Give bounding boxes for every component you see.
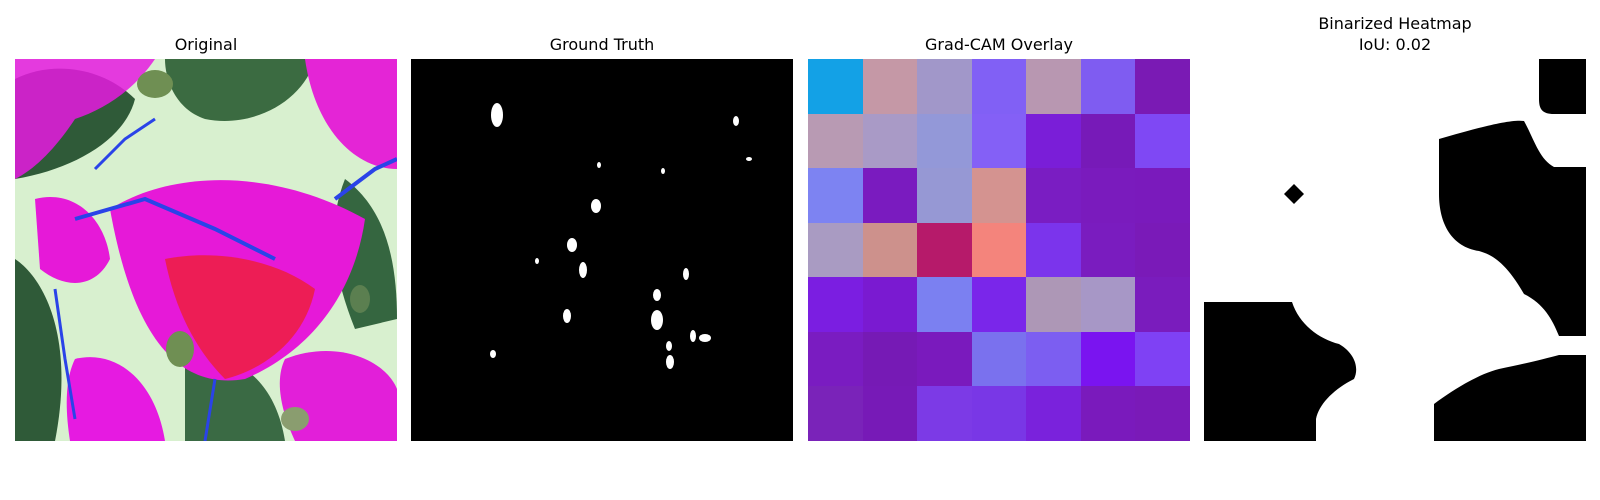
gradcam-cell bbox=[1135, 331, 1190, 387]
gradcam-cell bbox=[1026, 331, 1081, 387]
gradcam-cell bbox=[1026, 222, 1081, 278]
original-image bbox=[15, 59, 397, 441]
original-title: Original bbox=[174, 35, 238, 54]
gradcam-cell bbox=[862, 331, 918, 387]
gradcam-cell bbox=[1026, 386, 1081, 441]
gradcam-cell bbox=[808, 168, 863, 223]
gradcam-cell bbox=[862, 277, 918, 332]
gradcam-cell bbox=[1080, 59, 1136, 114]
gradcam-cell bbox=[808, 113, 863, 169]
binarized-title: Binarized Heatmap bbox=[1318, 14, 1472, 33]
gradcam-cell bbox=[917, 222, 972, 278]
gradcam-cell bbox=[862, 168, 918, 223]
gradcam-cell bbox=[917, 113, 972, 169]
gradcam-cell bbox=[917, 386, 972, 441]
gradcam-cell bbox=[1135, 59, 1190, 114]
gradcam-cell bbox=[917, 59, 972, 114]
gradcam-cell bbox=[917, 277, 972, 332]
gradcam-cell bbox=[1135, 277, 1190, 332]
gradcam-cell bbox=[917, 168, 972, 223]
gradcam-cell bbox=[862, 386, 918, 441]
gradcam-cell bbox=[971, 168, 1027, 223]
gradcam-cell bbox=[1026, 277, 1081, 332]
ground-truth-mask bbox=[411, 59, 793, 441]
gradcam-cell bbox=[1135, 222, 1190, 278]
gradcam-cell bbox=[862, 113, 918, 169]
gradcam-cell bbox=[1080, 113, 1136, 169]
gradcam-cell bbox=[971, 59, 1027, 114]
gradcam-cell bbox=[808, 386, 863, 441]
gradcam-cell bbox=[808, 277, 863, 332]
gradcam-cell bbox=[917, 331, 972, 387]
gradcam-title: Grad-CAM Overlay bbox=[925, 35, 1073, 54]
gradcam-cell bbox=[1080, 331, 1136, 387]
gradcam-cell bbox=[1135, 386, 1190, 441]
gradcam-grid bbox=[808, 59, 1190, 441]
gradcam-cell bbox=[1080, 277, 1136, 332]
gradcam-cell bbox=[808, 222, 863, 278]
gradcam-cell bbox=[862, 59, 918, 114]
gradcam-cell bbox=[971, 277, 1027, 332]
gradcam-overlay bbox=[808, 59, 1190, 441]
gradcam-cell bbox=[808, 59, 863, 114]
gradcam-cell bbox=[1135, 168, 1190, 223]
gradcam-cell bbox=[1026, 168, 1081, 223]
gradcam-cell bbox=[971, 386, 1027, 441]
gradcam-cell bbox=[1026, 59, 1081, 114]
gradcam-cell bbox=[1026, 113, 1081, 169]
iou-label: IoU: 0.02 bbox=[1358, 35, 1432, 54]
gradcam-cell bbox=[1135, 113, 1190, 169]
binarized-heatmap bbox=[1204, 59, 1586, 441]
gradcam-cell bbox=[971, 331, 1027, 387]
gradcam-cell bbox=[971, 113, 1027, 169]
gradcam-cell bbox=[1080, 168, 1136, 223]
gradcam-cell bbox=[808, 331, 863, 387]
gradcam-cell bbox=[862, 222, 918, 278]
gradcam-cell bbox=[971, 222, 1027, 278]
ground-truth-title: Ground Truth bbox=[549, 35, 655, 54]
gradcam-cell bbox=[1080, 222, 1136, 278]
gradcam-cell bbox=[1080, 386, 1136, 441]
